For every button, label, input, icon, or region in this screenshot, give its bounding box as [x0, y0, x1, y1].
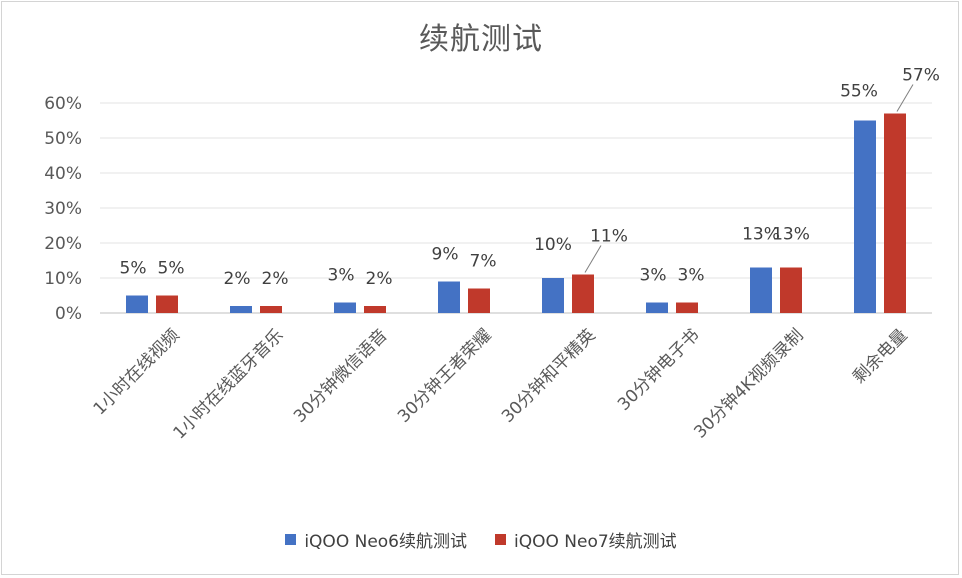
y-tick-label: 0% [55, 304, 82, 324]
data-label-leader [896, 84, 914, 112]
category-label: 1小时在线蓝牙音乐 [170, 325, 288, 443]
bar-neo6 [854, 120, 876, 313]
bar-neo7 [468, 288, 490, 313]
bar-neo6 [126, 295, 148, 313]
bar-neo7 [572, 274, 594, 313]
bar-neo7 [260, 306, 282, 313]
legend-swatch-neo7 [495, 534, 506, 545]
category-label: 30分钟王者荣耀 [394, 325, 496, 427]
y-tick-label: 10% [44, 269, 82, 289]
data-label: 2% [224, 269, 251, 289]
bar-neo7 [884, 113, 906, 313]
category-label: 剩余电量 [849, 325, 911, 387]
category-label: 30分钟电子书 [614, 325, 704, 415]
data-label: 3% [328, 266, 355, 286]
data-label-leader [584, 245, 602, 273]
y-tick-label: 30% [44, 199, 82, 219]
legend-item-neo6: iQOO Neo6续航测试 [285, 527, 467, 552]
bar-neo7 [780, 267, 802, 313]
category-label: 1小时在线视频 [90, 325, 184, 419]
data-label: 9% [432, 245, 459, 265]
legend-label-neo6: iQOO Neo6续航测试 [304, 532, 467, 552]
y-tick-label: 50% [44, 129, 82, 149]
data-label: 13% [772, 225, 810, 245]
legend-label-neo7: iQOO Neo7续航测试 [514, 532, 677, 552]
bar-neo7 [364, 306, 386, 313]
data-label: 3% [678, 266, 705, 286]
bar-neo6 [334, 302, 356, 313]
bar-neo7 [156, 295, 178, 313]
bar-neo6 [230, 306, 252, 313]
data-label: 10% [534, 235, 572, 255]
data-label: 57% [902, 66, 940, 86]
legend: iQOO Neo6续航测试 iQOO Neo7续航测试 [0, 527, 962, 552]
data-label: 55% [840, 82, 878, 102]
legend-swatch-neo6 [285, 534, 297, 545]
bar-neo6 [542, 278, 564, 313]
data-label: 5% [158, 259, 185, 279]
bar-neo6 [646, 302, 668, 313]
category-label: 30分钟和平精英 [498, 325, 600, 427]
bar-neo7 [676, 302, 698, 313]
y-tick-label: 20% [44, 234, 82, 254]
data-label: 2% [262, 269, 289, 289]
data-label: 3% [640, 266, 667, 286]
data-label: 13% [742, 225, 780, 245]
y-tick-label: 40% [44, 164, 82, 184]
chart-title: 续航测试 [419, 22, 543, 57]
data-label: 5% [120, 259, 147, 279]
bar-neo6 [750, 267, 772, 313]
category-label: 30分钟微信语音 [290, 325, 392, 427]
data-label: 7% [470, 252, 497, 272]
y-tick-label: 60% [44, 94, 82, 114]
data-label: 2% [366, 269, 393, 289]
bar-neo6 [438, 281, 460, 313]
legend-item-neo7: iQOO Neo7续航测试 [495, 527, 677, 552]
data-label: 11% [590, 227, 628, 247]
category-label: 30分钟4K视频录制 [690, 325, 807, 442]
